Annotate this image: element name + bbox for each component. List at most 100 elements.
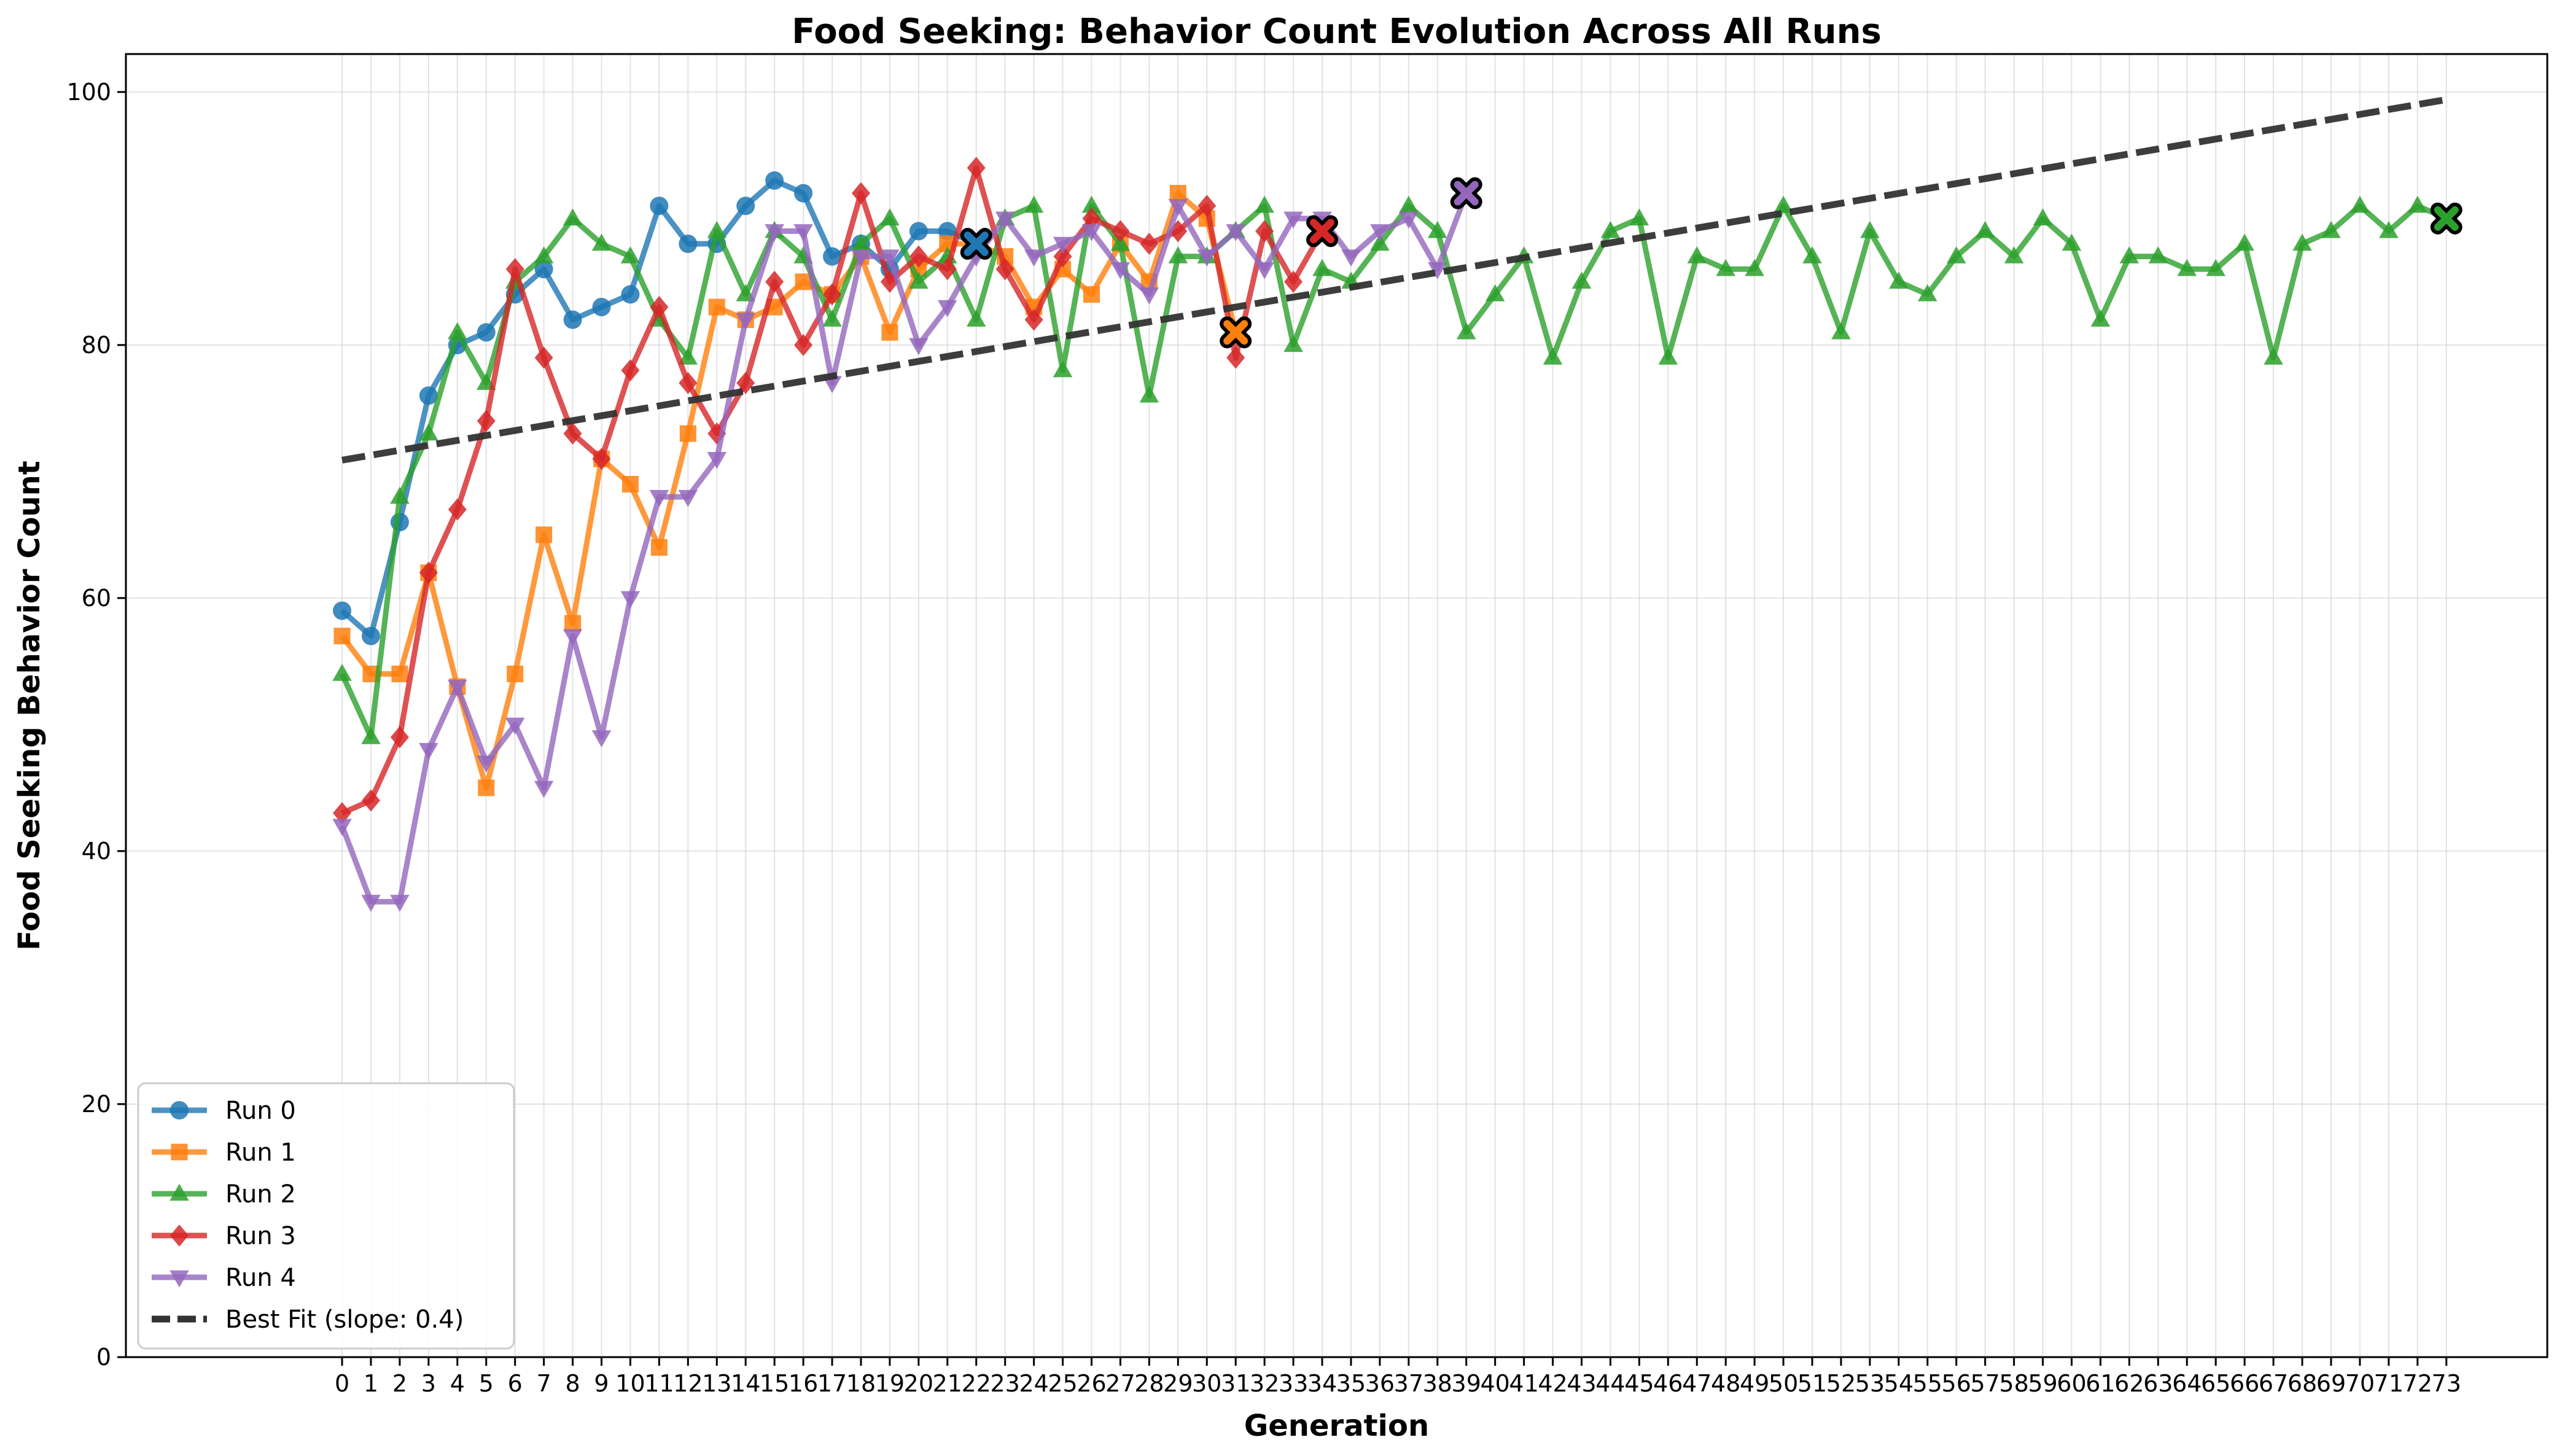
data-point xyxy=(851,233,871,251)
x-tick-label: 19 xyxy=(875,1370,905,1397)
data-point xyxy=(1370,224,1390,241)
y-tick-label: 0 xyxy=(96,1344,111,1371)
data-point xyxy=(621,285,640,304)
data-point xyxy=(477,755,496,773)
data-point xyxy=(1168,246,1188,263)
x-tick-label: 41 xyxy=(1509,1370,1538,1397)
data-point xyxy=(1197,195,1217,217)
data-point xyxy=(909,271,929,289)
x-tick-label: 72 xyxy=(2403,1370,2432,1397)
x-tick-label: 7 xyxy=(537,1370,551,1397)
data-point xyxy=(679,372,698,394)
data-point xyxy=(909,338,929,356)
data-point xyxy=(332,663,352,681)
data-point xyxy=(1658,347,1678,365)
data-point xyxy=(333,628,351,645)
x-tick-label: 9 xyxy=(594,1370,609,1397)
data-point xyxy=(2090,309,2111,327)
x-tick-label: 23 xyxy=(991,1370,1020,1397)
data-point xyxy=(534,346,553,369)
x-tick-label: 6 xyxy=(508,1370,523,1397)
data-point xyxy=(563,208,583,226)
data-point xyxy=(793,224,813,241)
x-tick-label: 29 xyxy=(1163,1370,1193,1397)
data-point xyxy=(477,410,496,432)
x-tick-label: 15 xyxy=(760,1370,789,1397)
x-tick-label: 30 xyxy=(1192,1370,1221,1397)
final-marker-fill xyxy=(1223,320,1248,345)
x-tick-label: 44 xyxy=(1595,1370,1625,1397)
x-tick-label: 38 xyxy=(1423,1370,1452,1397)
legend-label: Run 4 xyxy=(225,1264,296,1292)
final-marker xyxy=(960,228,992,260)
data-point xyxy=(390,726,409,749)
data-point xyxy=(448,322,467,340)
data-point xyxy=(1889,271,1909,289)
data-point xyxy=(1975,220,1995,238)
x-tick-label: 16 xyxy=(788,1370,818,1397)
x-tick-label: 47 xyxy=(1682,1370,1711,1397)
data-point xyxy=(1255,262,1274,279)
data-point xyxy=(795,273,812,290)
data-point xyxy=(822,309,842,327)
x-tick-label: 50 xyxy=(1769,1370,1798,1397)
data-point xyxy=(823,283,842,306)
data-point xyxy=(967,157,986,179)
x-tick-label: 49 xyxy=(1740,1370,1769,1397)
data-point xyxy=(1255,195,1274,213)
data-point xyxy=(1370,233,1390,251)
x-tick-label: 20 xyxy=(904,1370,933,1397)
y-tick-label: 100 xyxy=(66,79,111,106)
legend-entry: Run 2 xyxy=(152,1180,296,1209)
data-point xyxy=(2062,233,2082,251)
data-point xyxy=(1860,220,1880,238)
data-point xyxy=(2235,233,2254,251)
data-point xyxy=(591,730,612,748)
data-point xyxy=(678,347,698,365)
data-point xyxy=(1053,360,1073,378)
data-point xyxy=(650,296,669,319)
final-marker-fill xyxy=(2434,206,2459,231)
data-point xyxy=(1081,224,1102,241)
x-tick-label: 31 xyxy=(1221,1370,1250,1397)
x-tick-label: 69 xyxy=(2316,1370,2346,1397)
data-point xyxy=(419,423,438,441)
data-point xyxy=(1024,195,1044,213)
data-point xyxy=(1169,185,1186,202)
data-point xyxy=(765,171,784,190)
data-point xyxy=(1745,259,1764,276)
data-point xyxy=(995,258,1014,281)
x-tick-label: 40 xyxy=(1480,1370,1509,1397)
data-point xyxy=(2321,220,2341,238)
x-tick-label: 26 xyxy=(1077,1370,1106,1397)
final-marker xyxy=(2430,202,2463,235)
x-tick-label: 43 xyxy=(1567,1370,1596,1397)
data-point xyxy=(650,539,668,556)
data-point xyxy=(1110,262,1131,279)
data-point xyxy=(938,300,957,317)
data-point xyxy=(620,246,640,263)
data-point xyxy=(361,727,381,744)
data-point xyxy=(2292,233,2312,251)
data-point xyxy=(880,208,900,226)
data-point xyxy=(419,561,438,584)
data-point xyxy=(563,629,583,647)
data-point xyxy=(563,422,582,445)
x-tick-label: 4 xyxy=(450,1370,465,1397)
data-point xyxy=(1312,211,1332,229)
x-tick-label: 52 xyxy=(1826,1370,1856,1397)
data-point xyxy=(1946,246,1966,263)
legend: Run 0 Run 1 Run 2 Run 3 Run 4 Best Fit (slope… xyxy=(137,1082,515,1350)
x-tick-label: 58 xyxy=(1999,1370,2028,1397)
data-point xyxy=(507,665,524,682)
x-tick-label: 57 xyxy=(1970,1370,1999,1397)
x-tick-label: 13 xyxy=(702,1370,731,1397)
x-tick-label: 33 xyxy=(1279,1370,1308,1397)
data-point xyxy=(2148,246,2168,263)
x-tick-label: 71 xyxy=(2374,1370,2404,1397)
data-point xyxy=(1774,195,1793,213)
series-layer xyxy=(332,96,2463,912)
data-point xyxy=(851,249,871,267)
legend-entry: Best Fit (slope: 0.4) xyxy=(152,1306,464,1334)
data-point xyxy=(1139,385,1159,403)
